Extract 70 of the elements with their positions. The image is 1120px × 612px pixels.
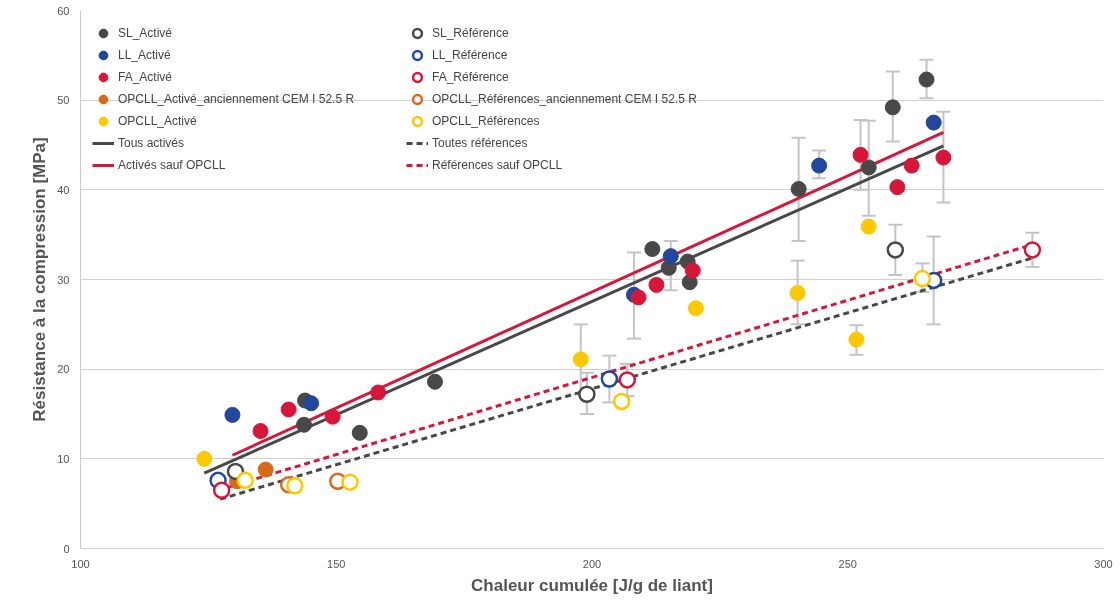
point (860, 159, 877, 176)
point (257, 461, 274, 478)
point (370, 384, 387, 401)
point (1023, 241, 1042, 259)
point (252, 423, 269, 440)
point (925, 114, 942, 131)
legend-label: FA_Référence (432, 69, 509, 85)
legend-label: SL_Activé (118, 25, 173, 41)
y-tick-label: 20 (57, 363, 70, 376)
point (303, 395, 320, 412)
y-tick-label: 60 (57, 4, 70, 17)
point (935, 149, 952, 166)
point (860, 218, 877, 235)
point (630, 289, 647, 306)
x-tick-label: 150 (327, 557, 346, 570)
y-tick-label: 10 (57, 452, 70, 465)
point (648, 276, 665, 293)
legend-label: Références sauf OPCLL (432, 157, 563, 173)
point (224, 406, 241, 423)
point (196, 450, 213, 467)
point (852, 146, 869, 163)
point (286, 477, 304, 495)
legend-label: SL_Référence (432, 25, 509, 41)
point (280, 401, 297, 418)
point (612, 392, 631, 411)
point (913, 269, 932, 288)
legend-label: OPCLL_Références (432, 113, 540, 129)
point (600, 370, 619, 388)
point (296, 416, 313, 433)
point (789, 284, 806, 301)
x-tick-label: 300 (1094, 557, 1113, 570)
x-axis-title: Chaleur cumulée [J/g de liant] (471, 575, 713, 595)
point (426, 373, 443, 390)
point (351, 424, 368, 441)
legend-label: OPCLL_Activé_anciennement CEM I 52.5 R (118, 91, 355, 107)
point (903, 157, 920, 174)
y-tick-label: 0 (63, 542, 70, 555)
x-tick-label: 250 (838, 557, 857, 570)
point (572, 351, 589, 368)
y-axis-title: Résistance à la compression [MPa] (30, 137, 50, 422)
point (918, 71, 935, 88)
point (886, 241, 905, 259)
point (644, 241, 661, 257)
legend-label: OPCLL_Activé (118, 113, 197, 129)
point (884, 99, 901, 116)
point (811, 157, 828, 174)
legend-label: LL_Activé (118, 47, 171, 63)
x-tick-label: 200 (582, 557, 602, 570)
legend-label: FA_Activé (118, 69, 173, 85)
y-tick-label: 50 (57, 94, 70, 107)
point (618, 371, 637, 389)
point (662, 248, 679, 265)
legend-label: Tous activés (118, 135, 185, 151)
point (889, 179, 906, 196)
point (324, 408, 341, 425)
legend-label: OPCLL_Références_anciennement CEM I 52.5 R (432, 91, 697, 107)
point (212, 481, 231, 499)
point (848, 331, 865, 348)
point (687, 300, 704, 317)
legend-label: LL_Référence (432, 47, 508, 63)
y-tick-label: 40 (57, 183, 70, 196)
legend-label: Activés sauf OPCLL (118, 157, 226, 173)
point (236, 471, 254, 490)
legend-label: Toutes références (432, 135, 528, 151)
point (790, 180, 807, 197)
x-tick-label: 100 (71, 557, 90, 570)
y-tick-label: 30 (57, 273, 70, 286)
point (578, 385, 596, 404)
point (341, 473, 359, 491)
point (684, 262, 701, 279)
